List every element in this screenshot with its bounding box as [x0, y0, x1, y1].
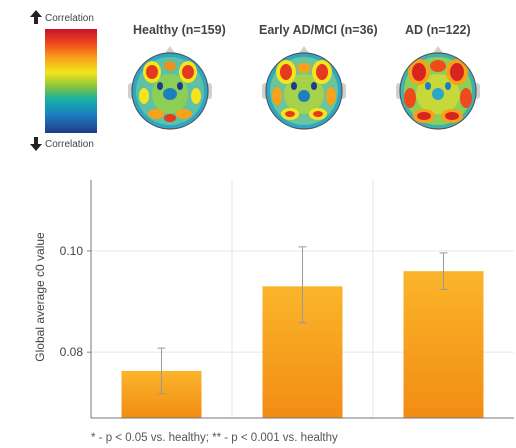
y-tick-label: 0.08 [60, 345, 84, 359]
group-title-ad: AD (n=122) [405, 23, 471, 37]
head-map-early-ad [262, 46, 346, 130]
y-axis-label: Global average c0 value [33, 232, 47, 362]
group-title-healthy: Healthy (n=159) [133, 23, 226, 37]
head-map-healthy [128, 46, 212, 130]
error-bar [298, 246, 307, 324]
error-bar [439, 252, 448, 290]
bar-chart: Global average c0 value 0.08 0.10 [33, 180, 514, 419]
arrow-down-icon [30, 137, 42, 151]
head-map-ad [396, 46, 480, 130]
group-title-early-ad: Early AD/MCI (n=36) [259, 23, 378, 37]
colorbar-top-label: Correlation [45, 13, 94, 24]
colorbar-bottom-label: Correlation [45, 139, 94, 150]
colorbar [45, 29, 97, 133]
bar-ad [403, 271, 484, 418]
error-bar [157, 347, 166, 395]
arrow-up-icon [30, 10, 42, 24]
footnote: * - p < 0.05 vs. healthy; ** - p < 0.001… [91, 432, 338, 444]
y-tick-label: 0.10 [60, 244, 84, 258]
